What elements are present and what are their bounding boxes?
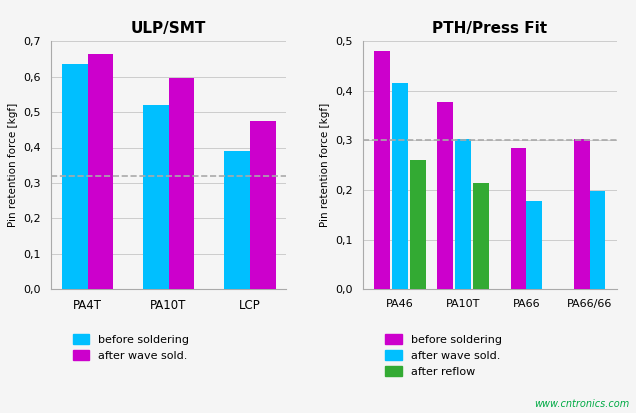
Bar (142, 105, 169, 289)
Bar (455, 140, 471, 289)
Bar (527, 202, 542, 289)
Bar (511, 148, 527, 289)
Bar (88, 54, 113, 289)
Bar (590, 191, 605, 289)
Y-axis label: Pin retention force [kgf]: Pin retention force [kgf] (320, 103, 329, 227)
Bar (169, 78, 195, 289)
Bar (473, 183, 489, 289)
Title: ULP/SMT: ULP/SMT (131, 21, 206, 36)
Legend: before soldering, after wave sold., after reflow: before soldering, after wave sold., afte… (381, 329, 506, 382)
Bar (62, 64, 88, 289)
Title: PTH/Press Fit: PTH/Press Fit (432, 21, 548, 36)
Bar (410, 160, 426, 289)
Text: www.cntronics.com: www.cntronics.com (534, 399, 630, 409)
Bar (374, 51, 390, 289)
Y-axis label: Pin retention force [kgf]: Pin retention force [kgf] (8, 103, 18, 227)
Legend: before soldering, after wave sold.: before soldering, after wave sold. (68, 329, 193, 366)
Bar (392, 83, 408, 289)
Bar (574, 140, 590, 289)
Bar (438, 102, 453, 289)
Bar (249, 121, 275, 289)
Bar (224, 151, 249, 289)
